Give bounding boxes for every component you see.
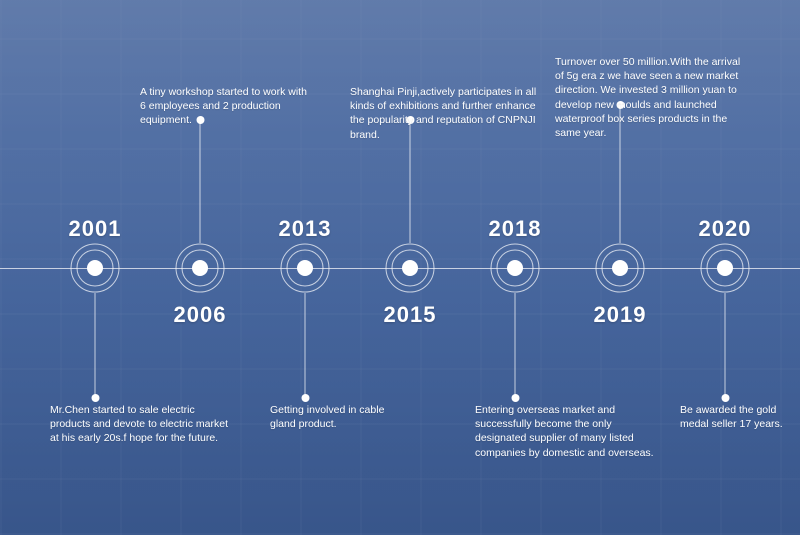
timeline-node — [700, 243, 750, 293]
timeline-year: 2013 — [279, 216, 332, 242]
connector-tip — [301, 394, 309, 402]
timeline-year: 2001 — [69, 216, 122, 242]
timeline-connector — [200, 120, 201, 243]
timeline-desc: A tiny workshop started to work with 6 e… — [140, 85, 315, 128]
timeline-node — [595, 243, 645, 293]
timeline-year: 2018 — [489, 216, 542, 242]
timeline-year: 2006 — [174, 302, 227, 328]
connector-tip — [721, 394, 729, 402]
timeline-desc: Mr.Chen started to sale electric product… — [50, 403, 235, 446]
timeline-connector — [95, 293, 96, 398]
timeline-connector — [725, 293, 726, 398]
connector-tip — [511, 394, 519, 402]
timeline-year: 2020 — [699, 216, 752, 242]
timeline-node — [175, 243, 225, 293]
timeline-desc: Entering overseas market and successfull… — [475, 403, 665, 460]
timeline-desc: Be awarded the gold medal seller 17 year… — [680, 403, 790, 431]
timeline-node — [385, 243, 435, 293]
timeline-node — [70, 243, 120, 293]
timeline-desc: Getting involved in cable gland product. — [270, 403, 410, 431]
timeline-desc: Turnover over 50 million.With the arriva… — [555, 55, 745, 140]
timeline-connector — [515, 293, 516, 398]
timeline-connector — [305, 293, 306, 398]
timeline-node — [280, 243, 330, 293]
timeline-node — [490, 243, 540, 293]
timeline-year: 2019 — [594, 302, 647, 328]
timeline-year: 2015 — [384, 302, 437, 328]
timeline-desc: Shanghai Pinji,actively participates in … — [350, 85, 540, 142]
connector-tip — [91, 394, 99, 402]
